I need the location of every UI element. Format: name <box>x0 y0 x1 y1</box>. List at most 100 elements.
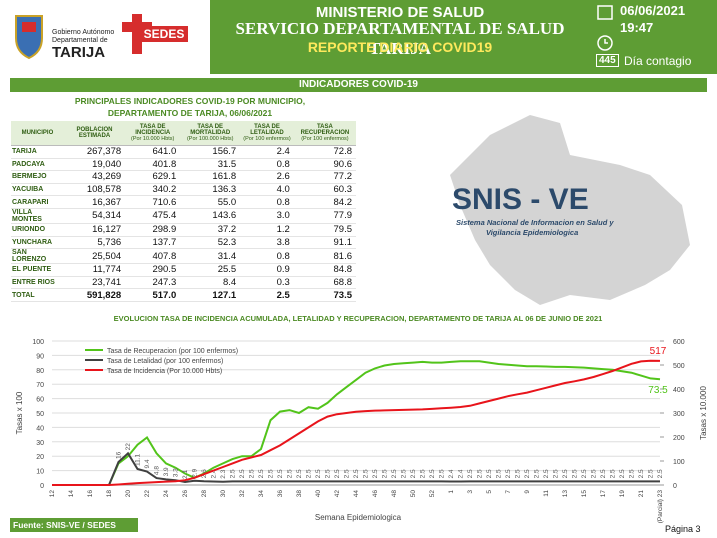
logos: Gobierno Autónomo Departamental de TARIJ… <box>15 14 188 61</box>
data-label: 2.5 <box>581 469 588 478</box>
x-tick-label: 12 <box>49 490 56 498</box>
x-tick-label: 26 <box>182 490 189 498</box>
header-title: SERVICIO DEPARTAMENTAL DE SALUD TARIJA <box>235 19 565 58</box>
y2-tick-label: 100 <box>673 459 685 466</box>
cell: 156.7 <box>180 145 241 159</box>
cell: 79.5 <box>293 223 356 237</box>
data-label: 2.5 <box>420 469 427 478</box>
table-row: YUNCHARA 5,736 137.7 52.3 3.8 91.1 <box>11 236 356 250</box>
cell: 2.5 <box>240 288 294 302</box>
data-label: 2.5 <box>410 469 417 478</box>
data-label: 2.4 <box>458 469 465 478</box>
column-name: POBLACION ESTIMADA <box>76 127 113 139</box>
x-tick-label: 48 <box>391 490 398 498</box>
cell: 73.5 <box>293 288 356 302</box>
cell: 43,269 <box>63 170 126 184</box>
header-title: REPORTE DIARIO COVID19 <box>307 39 493 55</box>
cell: 267,378 <box>63 145 126 159</box>
data-label: 2.5 <box>629 469 636 478</box>
column-name: TASA DE LETALIDAD <box>250 124 284 136</box>
data-label: 2.5 <box>591 469 598 478</box>
column-header: TASA DE MORTALIDAD (Por 100.000 Hbts) <box>180 121 241 146</box>
data-label: 2.5 <box>315 469 322 478</box>
snis-logo: SNIS - VE Sistema Nacional de Informacio… <box>450 115 690 305</box>
cell: 1.2 <box>240 223 294 237</box>
time: 19:47 <box>620 20 654 35</box>
chart: EVOLUCION TASA DE INCIDENCIA ACUMULADA, … <box>15 314 708 523</box>
x-tick-label: (Parcial) 23 <box>657 490 664 523</box>
table-row: EL PUENTE 11,774 290.5 25.5 0.9 84.8 <box>11 263 356 277</box>
y-tick-label: 40 <box>36 425 44 432</box>
data-label: 2.5 <box>372 469 379 478</box>
calendar-icon <box>597 5 613 20</box>
chart-title: EVOLUCION TASA DE INCIDENCIA ACUMULADA, … <box>114 314 603 323</box>
x-tick-label: 42 <box>334 490 341 498</box>
table-row: ENTRE RIOS 23,741 247.3 8.4 0.3 68.8 <box>11 276 356 290</box>
data-label: 2.5 <box>306 469 313 478</box>
data-label: 2.5 <box>287 469 294 478</box>
table-title: DEPARTAMENTO DE TARIJA, 06/06/2021 <box>107 108 273 118</box>
sedes-name: SEDES <box>144 27 185 41</box>
cell: 25,504 <box>63 248 126 265</box>
x-tick-label: 5 <box>486 490 493 494</box>
data-label: 2.5 <box>610 469 617 478</box>
cell: 37.2 <box>180 223 241 237</box>
data-label: 2.5 <box>496 469 503 478</box>
logo-subtitle: Vigilancia Epidemiologica <box>486 228 578 237</box>
cell: 68.8 <box>293 276 356 290</box>
cell: 25.5 <box>180 263 241 277</box>
data-label: 2.5 <box>524 469 531 478</box>
cell: 517.0 <box>125 288 181 302</box>
x-tick-label: 1 <box>448 490 455 494</box>
cell: 16,127 <box>63 223 126 237</box>
data-label: 2.5 <box>239 469 246 478</box>
data-label: 2.5 <box>268 469 275 478</box>
column-header: TASA DE INCIDENCIA (Por 10.000 Hbts) <box>125 121 181 146</box>
cell: 629.1 <box>125 170 181 184</box>
x-tick-label: 18 <box>106 490 113 498</box>
x-tick-label: 38 <box>296 490 303 498</box>
x-tick-label: 11 <box>543 490 550 497</box>
data-label: 2.5 <box>334 469 341 478</box>
header-icons <box>597 5 613 51</box>
cell: 401.8 <box>125 158 181 172</box>
data-label: 2.5 <box>562 469 569 478</box>
page-number: Página 3 <box>665 524 701 534</box>
data-label: 2.5 <box>382 469 389 478</box>
x-tick-label: 28 <box>201 490 208 498</box>
x-tick-label: 44 <box>353 490 360 498</box>
cell: YACUIBA <box>11 183 64 197</box>
cell: 0.8 <box>240 158 294 172</box>
cell: 11,774 <box>63 263 126 277</box>
data-label: 9.4 <box>144 459 151 468</box>
data-label: 2.5 <box>657 469 664 478</box>
x-tick-label: 13 <box>562 490 569 498</box>
cell: 407.8 <box>125 248 181 265</box>
cell: 0.8 <box>240 195 294 209</box>
cell: 90.6 <box>293 158 356 172</box>
series-line <box>52 451 660 486</box>
data-label: 2.5 <box>638 469 645 478</box>
x-tick-label: 50 <box>410 490 417 498</box>
cell: 31.5 <box>180 158 241 172</box>
table-row: PADCAYA 19,040 401.8 31.5 0.8 90.6 <box>11 158 356 172</box>
data-label: 2.5 <box>477 469 484 478</box>
data-label: 2.5 <box>344 469 351 478</box>
cell: 0.9 <box>240 263 294 277</box>
shield-detail <box>22 22 36 32</box>
y-tick-label: 30 <box>36 440 44 447</box>
cell: 475.4 <box>125 208 181 224</box>
cell: 77.9 <box>293 208 356 224</box>
data-label: 2.5 <box>648 469 655 478</box>
footer-source: Fuente: SNIS-VE / SEDES TARIJA <box>10 518 138 538</box>
column-unit: (Por 100.000 Hbts) <box>186 136 234 142</box>
x-axis-label: Semana Epidemiologica <box>315 513 402 522</box>
cell: YUNCHARA <box>11 236 64 250</box>
data-label: 2.3 <box>220 469 227 478</box>
y-tick-label: 10 <box>36 469 44 476</box>
section-title: INDICADORES COVID-19 <box>10 78 707 92</box>
total-row: TOTAL 591,828 517.0 127.1 2.5 73.5 <box>11 288 356 302</box>
header-title: MINISTERIO DE SALUD <box>315 4 485 21</box>
data-label: 2.5 <box>363 469 370 478</box>
cell: 60.3 <box>293 183 356 197</box>
